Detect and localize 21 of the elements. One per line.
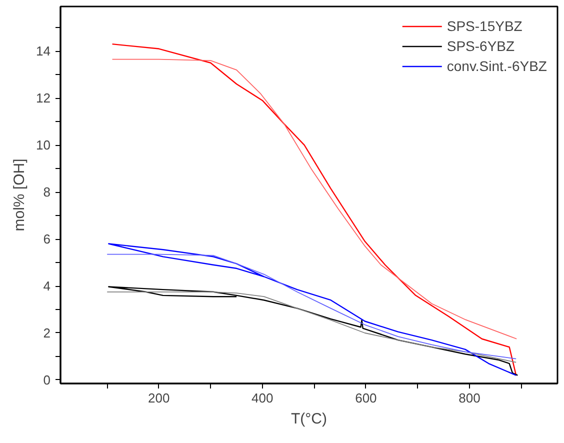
x-tick-label: 200 bbox=[148, 390, 170, 406]
y-tick-label: 2 bbox=[43, 326, 51, 340]
y-tick-label: 6 bbox=[43, 232, 51, 247]
y-tick-label: 10 bbox=[36, 138, 51, 153]
x-tick-label: 400 bbox=[252, 390, 274, 406]
x-tick-label: 600 bbox=[355, 390, 377, 406]
legend-label: SPS-6YBZ bbox=[446, 38, 515, 54]
line-series bbox=[106, 254, 517, 360]
y-axis-title: mol% [OH] bbox=[11, 158, 28, 232]
y-tick-label: 4 bbox=[43, 278, 51, 294]
line-series bbox=[108, 286, 518, 376]
y-tick-label: 0 bbox=[43, 372, 51, 388]
x-tick-label: 800 bbox=[458, 390, 480, 406]
legend-label: SPS-15YBZ bbox=[446, 18, 522, 34]
x-axis-title: T(°C) bbox=[291, 410, 327, 428]
line-series bbox=[106, 291, 517, 363]
y-tick-label: 12 bbox=[36, 90, 51, 106]
legend-label: conv.Sint.-6YBZ bbox=[446, 58, 547, 74]
line-series bbox=[108, 243, 517, 376]
y-tick-label: 14 bbox=[36, 44, 51, 59]
y-tick-label: 8 bbox=[43, 184, 51, 200]
